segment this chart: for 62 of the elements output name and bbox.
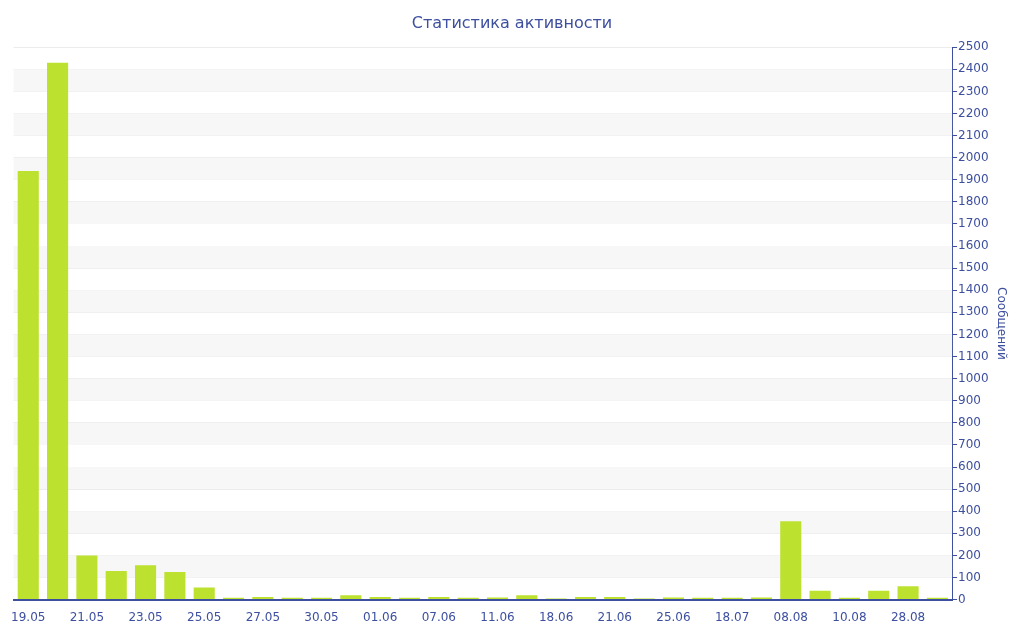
y-tick-label: 1900 xyxy=(958,171,989,186)
x-tick-label: 25.05 xyxy=(187,609,222,624)
bar xyxy=(574,596,597,600)
x-tick-label: 25.06 xyxy=(656,609,691,624)
y-tick-label: 2000 xyxy=(958,149,989,164)
x-tick-label: 21.05 xyxy=(69,609,105,624)
y-tick-label: 500 xyxy=(958,481,981,496)
y-tick-label: 1600 xyxy=(958,238,989,253)
x-tick-label: 19.05 xyxy=(11,609,46,624)
y-tick-label: 2200 xyxy=(958,105,989,120)
x-tick-label: 23.05 xyxy=(128,609,163,624)
bar xyxy=(428,596,450,600)
bar xyxy=(868,590,890,600)
y-tick-label: 1200 xyxy=(958,326,989,341)
y-tick-label: 300 xyxy=(958,525,981,540)
x-tick-label: 11.06 xyxy=(480,609,515,624)
bar xyxy=(809,590,831,600)
y-tick-label: 1300 xyxy=(958,304,989,319)
x-tick-label: 10.08 xyxy=(832,609,867,624)
y-tick-label: 200 xyxy=(958,547,981,562)
x-tick-label: 18.07 xyxy=(714,609,750,624)
y-tick-label: 400 xyxy=(958,503,981,518)
x-tick-label: 28.08 xyxy=(890,609,926,624)
y-tick-label: 700 xyxy=(958,437,981,452)
y-tick-label: 2500 xyxy=(958,39,989,54)
y-tick-label: 1000 xyxy=(958,370,989,385)
y-tick-label: 1500 xyxy=(958,260,989,275)
y-axis-title: Сообщений xyxy=(994,287,1009,360)
bar xyxy=(134,565,157,600)
y-tick-label: 900 xyxy=(958,392,981,407)
bar xyxy=(17,170,39,600)
y-tick-label: 1800 xyxy=(958,194,989,208)
bar xyxy=(897,586,919,600)
bar xyxy=(105,570,127,600)
bar xyxy=(369,596,391,600)
y-tick-label: 800 xyxy=(958,414,981,429)
bar xyxy=(516,595,538,600)
y-tick-label: 2300 xyxy=(958,83,989,98)
y-tick-label: 1700 xyxy=(958,216,989,231)
bar xyxy=(193,587,215,600)
y-tick-label: 2100 xyxy=(958,127,989,142)
bar xyxy=(252,596,274,600)
bar xyxy=(780,521,802,600)
y-tick-label: 0 xyxy=(958,591,966,606)
y-tick-label: 2400 xyxy=(958,61,989,76)
bar xyxy=(164,571,186,600)
x-tick-label: 01.06 xyxy=(362,609,398,624)
x-tick-label: 08.08 xyxy=(773,609,808,624)
bar xyxy=(47,62,69,600)
y-tick-label: 1100 xyxy=(958,348,989,363)
x-tick-label: 21.06 xyxy=(597,609,632,624)
x-tick-label: 30.05 xyxy=(304,609,339,624)
y-tick-label: 100 xyxy=(958,569,981,584)
y-tick-label: 1400 xyxy=(958,282,989,297)
x-tick-label: 07.06 xyxy=(421,609,457,624)
bar xyxy=(604,596,626,600)
bar xyxy=(76,555,98,600)
y-tick-label: 600 xyxy=(958,459,981,474)
bar xyxy=(340,595,362,600)
x-tick-label: 27.05 xyxy=(245,609,281,624)
chart-title: Статистика активности xyxy=(411,12,613,32)
x-tick-label: 18.06 xyxy=(538,609,574,624)
